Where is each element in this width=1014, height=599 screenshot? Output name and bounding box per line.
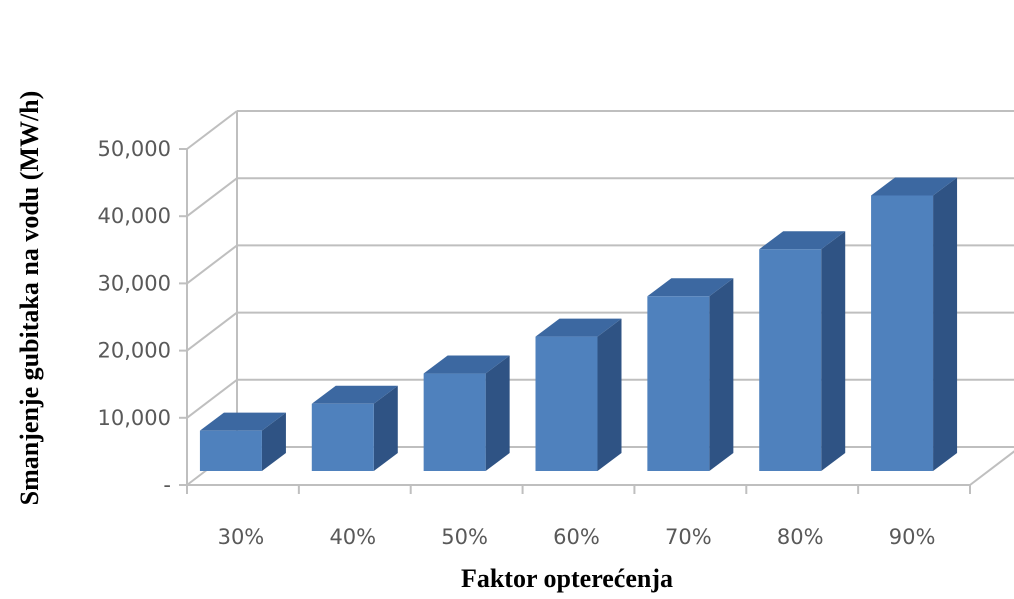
y-axis-title: Smanjenje gubitaka na vodu (MW/h) [15, 91, 44, 506]
bar-top-face [423, 355, 510, 374]
bar-side-face [709, 278, 734, 471]
x-axis-tick-labels: 30% 40% 50% 60% 70% 80% 90% [218, 525, 936, 549]
bars [199, 177, 958, 472]
bar-top-face [535, 318, 622, 337]
bar-side-face [485, 355, 510, 471]
bar-side-face [261, 412, 286, 471]
x-tick-label: 90% [889, 525, 936, 549]
x-tick-label: 50% [441, 525, 488, 549]
y-tick-label: 10,000 [98, 406, 171, 430]
y-tick-label: 30,000 [98, 271, 171, 295]
bar-front-face [423, 373, 486, 471]
bar-side-face [821, 231, 846, 471]
bar-front-face [759, 249, 822, 471]
gridline-depth [186, 379, 238, 419]
bar [199, 412, 286, 471]
bar-top-face [647, 278, 734, 297]
floor-right-edge [969, 450, 1014, 486]
bar-top-face [871, 177, 958, 196]
bar [311, 385, 398, 471]
bar-front-face [311, 403, 374, 471]
bar-side-face [373, 385, 398, 471]
y-tick-label: 20,000 [98, 339, 171, 363]
bar-side-face [933, 177, 958, 472]
bar-front-face [199, 430, 262, 471]
gridline-depth [186, 244, 238, 285]
bar-front-face [535, 336, 598, 471]
bar-top-face [311, 385, 398, 404]
bar-top-face [199, 412, 286, 431]
bar-front-face [871, 195, 934, 472]
y-tick-label: - [163, 473, 171, 497]
bar [759, 231, 846, 471]
bar [871, 177, 958, 472]
y-tick-label: 50,000 [98, 137, 171, 161]
bar [535, 318, 622, 471]
gridline-depth [186, 177, 238, 217]
x-tick-label: 70% [665, 525, 712, 549]
bar [423, 355, 510, 471]
x-tick-label: 40% [329, 525, 376, 549]
bar-side-face [597, 318, 622, 471]
gridline-depth [186, 311, 238, 352]
bar-front-face [647, 296, 710, 471]
x-axis-title: Faktor opterećenja [461, 564, 673, 593]
y-tick-label: 40,000 [98, 204, 171, 228]
y-axis-tick-labels: - 10,000 20,000 30,000 40,000 50,000 [98, 137, 171, 497]
bar-top-face [759, 231, 846, 250]
x-tick-label: 60% [553, 525, 600, 549]
bar [647, 278, 734, 471]
gridline-depth [186, 110, 238, 150]
x-tick-label: 80% [777, 525, 824, 549]
x-tick-label: 30% [218, 525, 265, 549]
chart-floor [186, 450, 1014, 494]
